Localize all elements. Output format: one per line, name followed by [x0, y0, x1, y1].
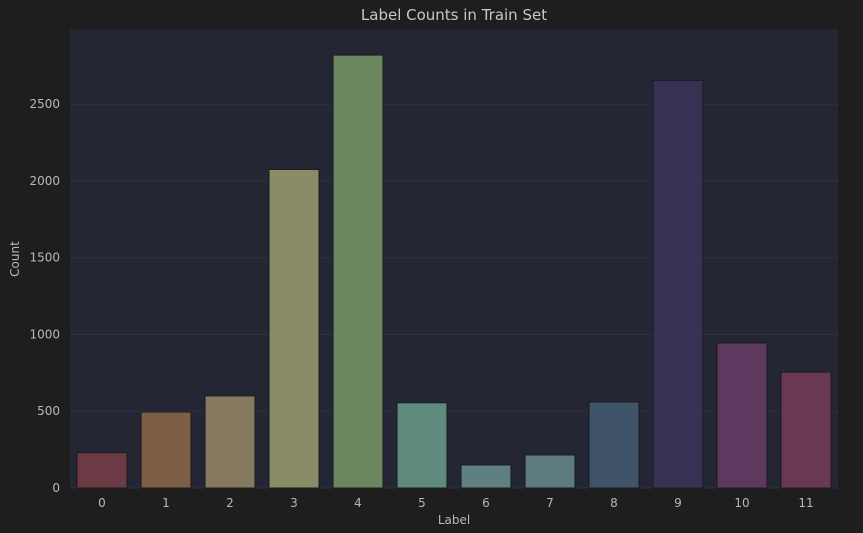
x-tick-label: 8 — [610, 496, 618, 510]
y-axis-label: Count — [8, 241, 22, 277]
x-tick-label: 9 — [674, 496, 682, 510]
bar-11 — [780, 371, 832, 489]
y-tick-label: 1500 — [29, 251, 60, 265]
x-tick-label: 7 — [546, 496, 554, 510]
x-tick-label: 5 — [418, 496, 426, 510]
bar-7 — [524, 454, 576, 489]
bar-1 — [140, 411, 192, 489]
x-tick-label: 11 — [798, 496, 813, 510]
bar-9 — [652, 79, 704, 489]
bar-4 — [332, 54, 384, 489]
y-tick-labels: 0 500 1000 1500 2000 2500 — [29, 97, 60, 495]
y-tick-label: 2500 — [29, 97, 60, 111]
y-tick-label: 1000 — [29, 327, 60, 341]
y-tick-label: 0 — [52, 481, 60, 495]
x-tick-labels: 0 1 2 3 4 5 6 7 8 9 10 11 — [98, 496, 813, 510]
x-tick-label: 0 — [98, 496, 106, 510]
bar-5 — [396, 402, 448, 489]
x-tick-label: 4 — [354, 496, 362, 510]
bar-2 — [204, 395, 256, 489]
y-tick-label: 2000 — [29, 174, 60, 188]
bar-10 — [716, 342, 768, 489]
x-tick-label: 1 — [162, 496, 170, 510]
x-tick-label: 2 — [226, 496, 234, 510]
bar-0 — [76, 452, 128, 489]
bars — [76, 54, 832, 489]
y-tick-label: 500 — [37, 404, 60, 418]
bar-8 — [588, 401, 640, 489]
chart-title: Label Counts in Train Set — [361, 6, 547, 24]
x-tick-label: 3 — [290, 496, 298, 510]
bar-3 — [268, 168, 320, 489]
grid-lines — [70, 103, 838, 489]
x-axis-label: Label — [438, 513, 470, 527]
x-tick-label: 10 — [734, 496, 749, 510]
x-tick-label: 6 — [482, 496, 490, 510]
bar-6 — [460, 464, 512, 489]
